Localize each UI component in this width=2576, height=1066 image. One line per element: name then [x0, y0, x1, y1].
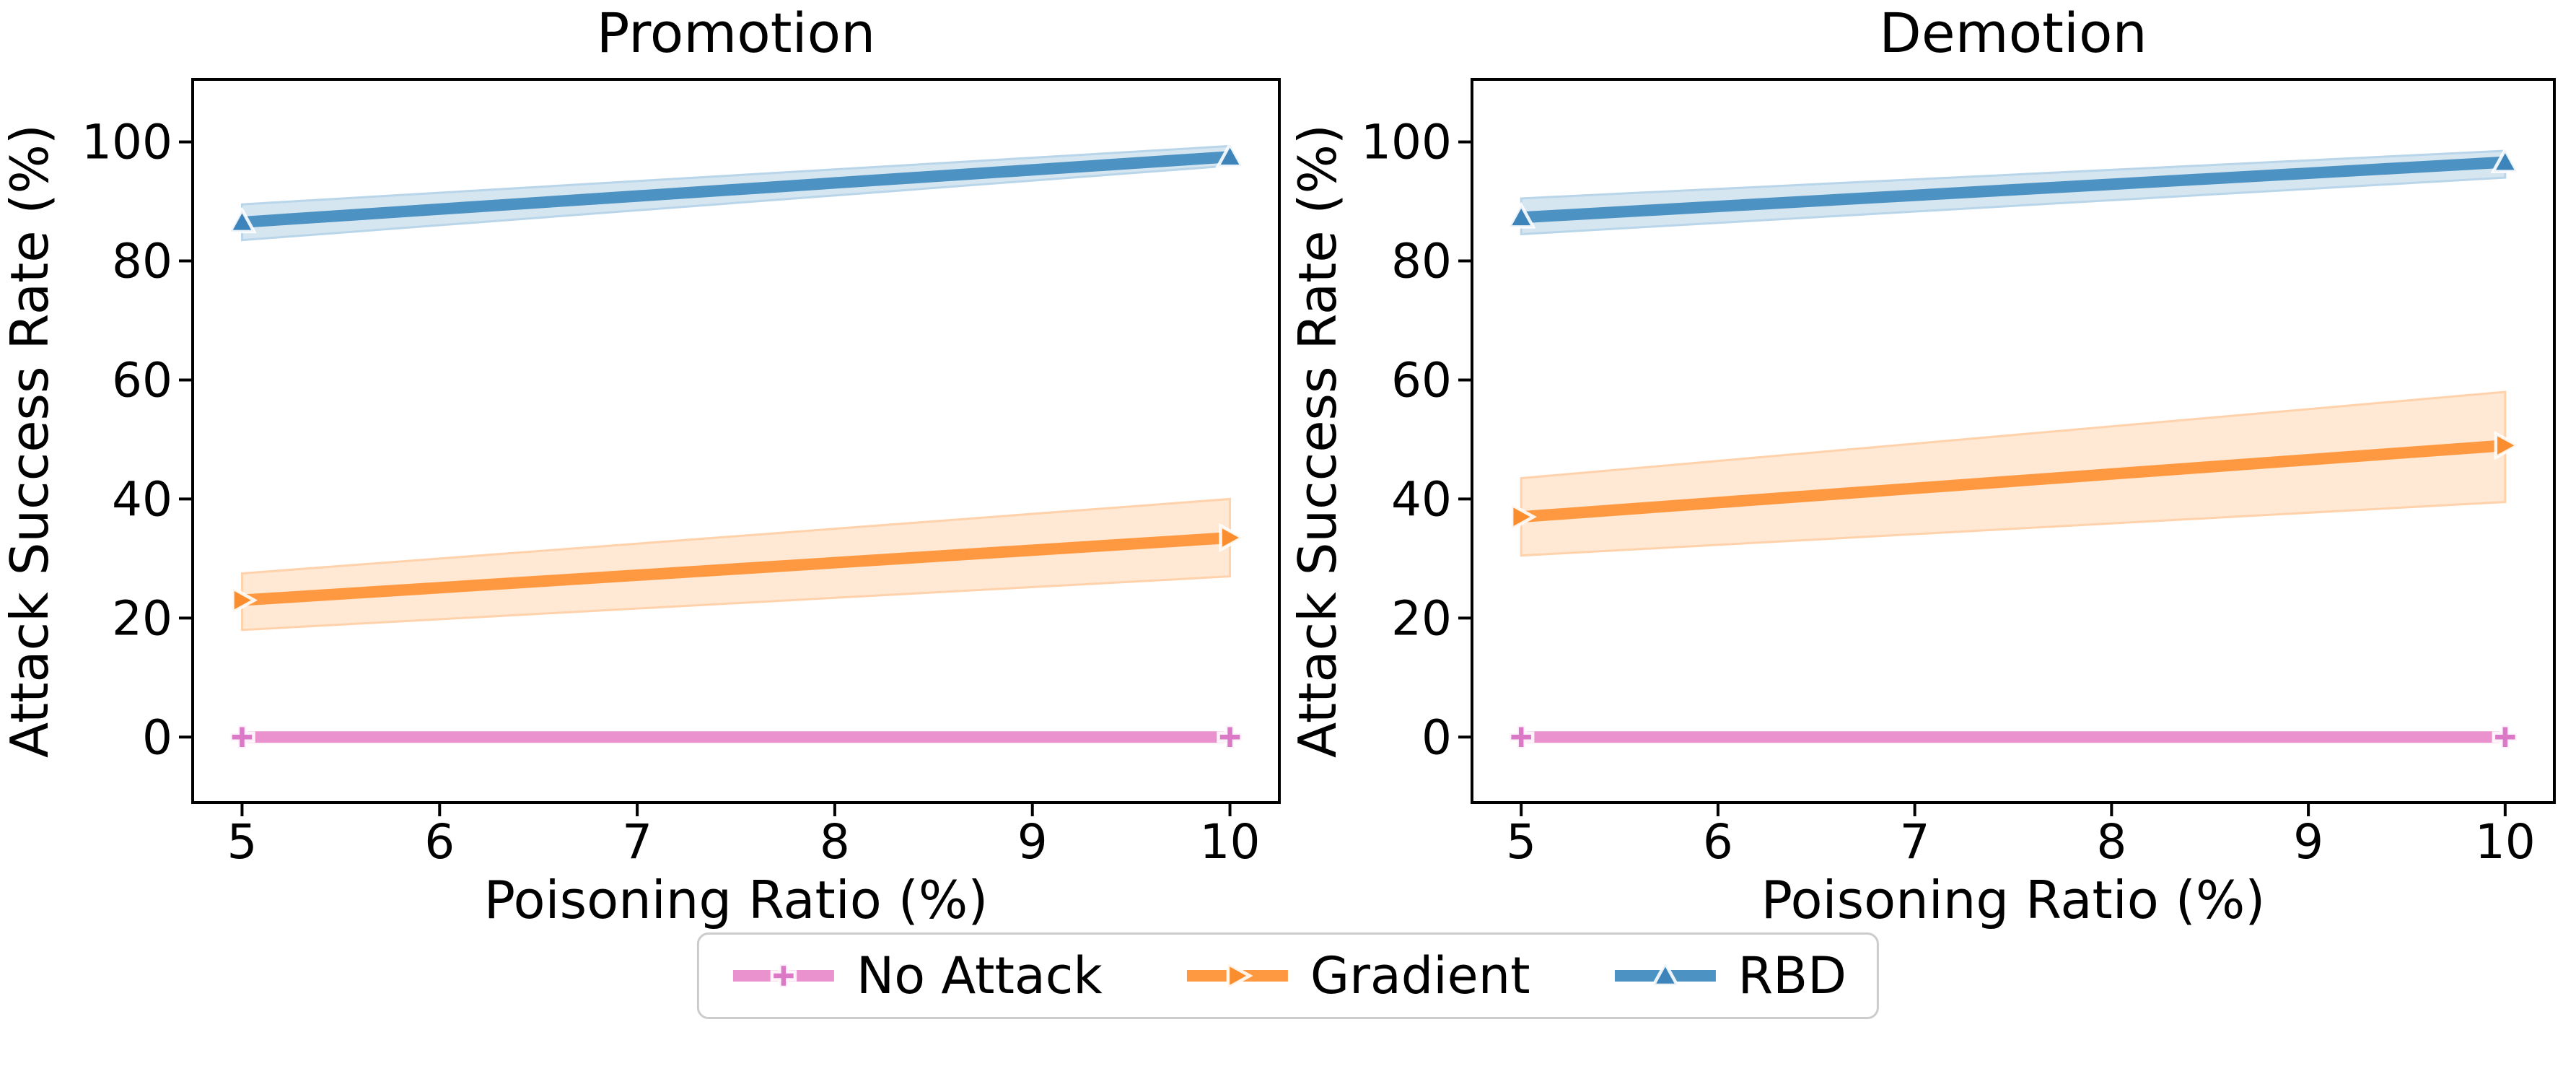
gradient-confidence-band	[1520, 390, 2507, 557]
gradient-marker	[1510, 502, 1537, 532]
legend-label: Gradient	[1310, 946, 1530, 1005]
x-tick-label: 8	[2096, 814, 2126, 870]
x-tick-label: 10	[2475, 814, 2536, 870]
legend-sample-rbd	[1614, 960, 1716, 987]
legend: No Attack Gradient RBD	[696, 932, 1880, 1019]
rbd-marker	[227, 206, 257, 234]
plot-border	[1471, 78, 2556, 804]
x-tick-label: 9	[1017, 814, 1048, 870]
x-tick-label: 7	[622, 814, 652, 870]
legend-entry-gradient: Gradient	[1183, 951, 1530, 1001]
x-tick-label: 8	[820, 814, 850, 870]
y-tick-label: 0	[142, 709, 172, 765]
x-tick-label: 7	[1900, 814, 1930, 870]
legend-label: RBD	[1738, 946, 1847, 1005]
no-attack-marker	[1217, 724, 1243, 751]
y-tick-label: 60	[1391, 352, 1452, 408]
y-tick-label: 80	[112, 234, 172, 289]
x-tick-label: 6	[424, 814, 455, 870]
legend-sample-gradient	[1186, 961, 1288, 991]
y-tick-label: 20	[1391, 590, 1452, 646]
y-tick-label: 60	[112, 352, 172, 408]
rbd-marker	[1506, 201, 1536, 229]
gradient-line	[1520, 440, 2506, 523]
x-tick-label: 9	[2293, 814, 2323, 870]
y-tick-label: 100	[1361, 115, 1452, 170]
triangle-up-icon	[1650, 960, 1680, 987]
rbd-line	[1520, 156, 2506, 224]
gradient-marker	[1219, 523, 1246, 553]
legend-sample-no-attack	[732, 962, 834, 989]
gradient-marker	[231, 585, 258, 615]
legend-label: No Attack	[856, 946, 1103, 1005]
triangle-right-icon	[1226, 961, 1253, 991]
x-tick-label: 5	[227, 814, 257, 870]
rbd-line	[241, 151, 1231, 228]
y-tick-label: 40	[1391, 471, 1452, 527]
y-tick-label: 100	[82, 115, 172, 170]
y-tick-label: 0	[1421, 709, 1452, 765]
legend-entry-no-attack: No Attack	[730, 951, 1103, 1001]
x-tick-label: 6	[1703, 814, 1733, 870]
chart-title: Promotion	[597, 1, 876, 65]
rbd-marker	[2490, 146, 2520, 173]
x-axis-label: Poisoning Ratio (%)	[1761, 870, 2266, 930]
no-attack-marker	[229, 724, 255, 751]
no-attack-marker	[1507, 724, 1535, 751]
rbd-marker	[1215, 141, 1245, 168]
y-axis-label: Attack Success Rate (%)	[1288, 124, 1348, 758]
y-tick-label: 80	[1391, 234, 1452, 289]
gradient-marker	[2494, 430, 2521, 460]
x-axis-label: Poisoning Ratio (%)	[484, 870, 989, 930]
y-axis-label: Attack Success Rate (%)	[0, 124, 60, 758]
y-tick-label: 40	[112, 471, 172, 527]
plus-icon	[770, 962, 797, 989]
gradient-line	[241, 532, 1231, 606]
plot-border	[191, 78, 1281, 804]
chart-title: Demotion	[1879, 1, 2147, 65]
x-tick-label: 10	[1200, 814, 1261, 870]
legend-entry-rbd: RBD	[1611, 946, 1847, 1005]
x-tick-label: 5	[1506, 814, 1536, 870]
no-attack-marker	[2492, 724, 2519, 751]
y-tick-label: 20	[112, 590, 172, 646]
